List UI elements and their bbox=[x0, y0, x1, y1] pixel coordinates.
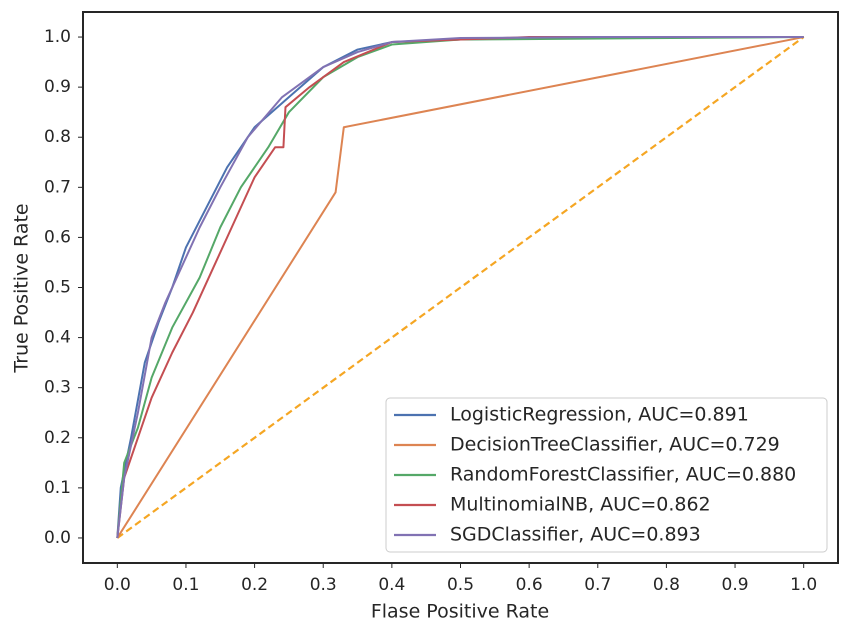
legend-label: RandomForestClassifier, AUC=0.880 bbox=[450, 464, 796, 486]
x-tick-label: 0.4 bbox=[378, 575, 405, 595]
y-tick-label: 0.1 bbox=[44, 478, 71, 498]
y-tick-label: 0.4 bbox=[44, 328, 71, 348]
x-tick-label: 1.0 bbox=[790, 575, 817, 595]
roc-line bbox=[116, 36, 804, 539]
legend-label: LogisticRegression, AUC=0.891 bbox=[450, 404, 749, 426]
x-tick-label: 0.7 bbox=[584, 575, 611, 595]
y-tick-label: 0.9 bbox=[44, 77, 71, 97]
roc-line bbox=[116, 36, 804, 539]
legend-label: MultinomialNB, AUC=0.862 bbox=[450, 494, 711, 516]
x-tick-label: 0.8 bbox=[653, 575, 680, 595]
y-tick-label: 0.7 bbox=[44, 177, 71, 197]
legend-label: DecisionTreeClassifier, AUC=0.729 bbox=[450, 434, 780, 456]
x-tick-label: 0.0 bbox=[104, 575, 131, 595]
roc-line bbox=[116, 36, 804, 539]
y-axis-label: True Positive Rate bbox=[11, 203, 33, 373]
x-tick-label: 0.1 bbox=[172, 575, 199, 595]
legend-label: SGDClassifier, AUC=0.893 bbox=[450, 524, 701, 546]
x-tick-label: 0.3 bbox=[310, 575, 337, 595]
y-tick-label: 0.2 bbox=[44, 428, 71, 448]
x-tick-label: 0.2 bbox=[241, 575, 268, 595]
y-tick-label: 0.8 bbox=[44, 127, 71, 147]
legend-box bbox=[385, 397, 828, 553]
x-tick-label: 0.5 bbox=[447, 575, 474, 595]
y-tick-label: 0.0 bbox=[44, 528, 71, 548]
y-tick-label: 1.0 bbox=[44, 27, 71, 47]
x-tick-label: 0.6 bbox=[516, 575, 543, 595]
plot-frame bbox=[82, 11, 839, 564]
x-axis-label: Flase Positive Rate bbox=[371, 601, 549, 623]
y-tick-label: 0.6 bbox=[44, 227, 71, 247]
y-tick-label: 0.5 bbox=[44, 278, 71, 298]
y-tick-label: 0.3 bbox=[44, 378, 71, 398]
reference-line bbox=[116, 36, 805, 539]
roc-line bbox=[116, 36, 804, 539]
x-tick-label: 0.9 bbox=[722, 575, 749, 595]
